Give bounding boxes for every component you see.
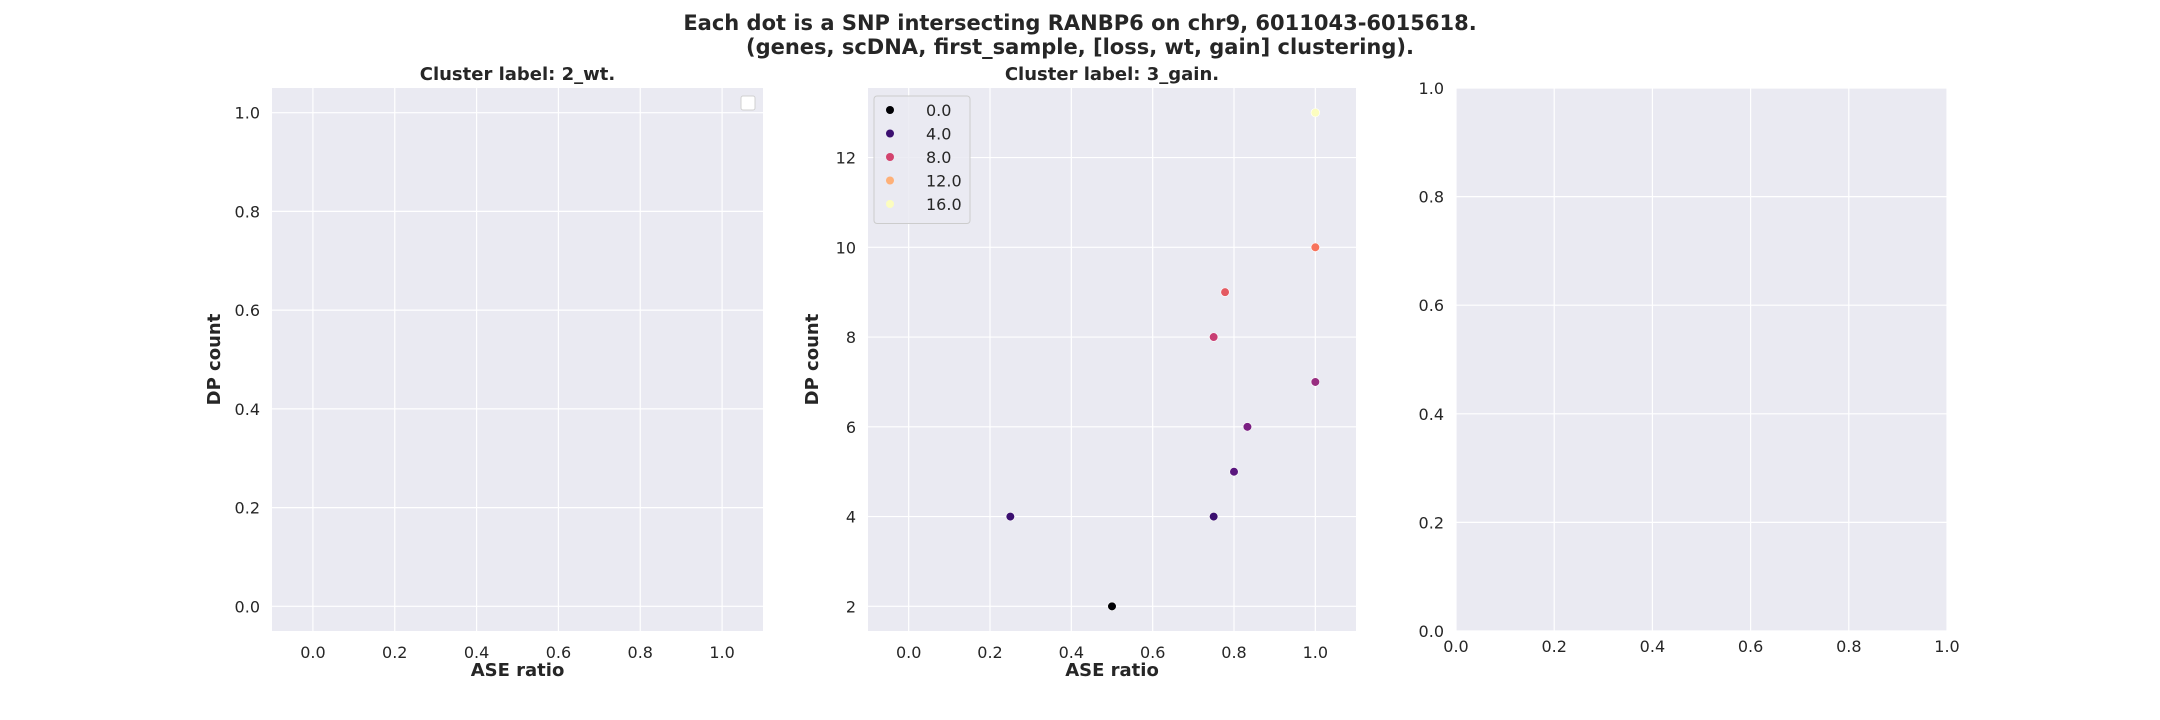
subplot-title: Cluster label: 3_gain. bbox=[1005, 64, 1219, 85]
x-tick-label: 0.6 bbox=[1738, 637, 1763, 656]
legend-label: 4.0 bbox=[926, 125, 951, 144]
legend-marker bbox=[886, 200, 894, 208]
legend-marker bbox=[886, 153, 894, 161]
x-tick-label: 0.2 bbox=[977, 643, 1002, 662]
subplot-3: 0.0 0.2 0.4 0.6 0.8 1.0 0.0 0.2 0.4 0.6 0.8 1.0 bbox=[1419, 79, 1960, 656]
plot-area bbox=[272, 88, 763, 631]
data-point bbox=[1107, 601, 1117, 611]
x-tick-label: 0.6 bbox=[546, 643, 571, 662]
y-tick-label: 0.0 bbox=[1419, 622, 1444, 641]
plot-area bbox=[1456, 88, 1947, 631]
y-tick-label: 10 bbox=[836, 238, 856, 257]
subplot-2: 0.0 0.2 0.4 0.6 0.8 1.0 2 4 6 8 10 12 Cluster label:… bbox=[802, 64, 1356, 681]
legend-marker bbox=[886, 129, 894, 138]
y-tick-label: 0.6 bbox=[1419, 296, 1444, 315]
data-point bbox=[1209, 332, 1219, 342]
x-tick-label: 0.2 bbox=[1541, 637, 1566, 656]
data-point bbox=[1242, 422, 1253, 432]
subplot-1: 0.0 0.2 0.4 0.6 0.8 1.0 0.0 0.2 0.4 0.6 0.8 1.0 Clus… bbox=[204, 64, 763, 681]
x-tick-label: 0.8 bbox=[1221, 643, 1246, 662]
figure-title-line2: (genes, scDNA, first_sample, [loss, wt, … bbox=[746, 35, 1414, 59]
data-point bbox=[1229, 467, 1239, 477]
legend-box bbox=[873, 95, 971, 224]
y-tick-label: 1.0 bbox=[1419, 79, 1444, 98]
x-tick-label: 0.0 bbox=[300, 643, 325, 662]
y-tick-label: 4 bbox=[846, 508, 856, 527]
x-axis-label: ASE ratio bbox=[1065, 660, 1159, 681]
legend-label: 16.0 bbox=[926, 195, 962, 214]
x-tick-label: 0.4 bbox=[1059, 643, 1084, 662]
legend-label: 0.0 bbox=[926, 101, 951, 120]
y-tick-label: 0.2 bbox=[1419, 513, 1444, 532]
legend-label: 8.0 bbox=[926, 148, 951, 167]
x-tick-label: 0.8 bbox=[628, 643, 653, 662]
legend-marker bbox=[886, 106, 894, 114]
x-tick-label: 0.2 bbox=[382, 643, 407, 662]
y-tick-label: 8 bbox=[846, 328, 856, 347]
y-tick-label: 0.6 bbox=[235, 301, 260, 320]
y-tick-label: 2 bbox=[846, 597, 856, 616]
x-tick-label: 0.8 bbox=[1836, 637, 1861, 656]
y-tick-label: 0.4 bbox=[1419, 405, 1444, 424]
x-axis-label: ASE ratio bbox=[471, 660, 565, 681]
y-tick-label: 1.0 bbox=[235, 104, 260, 123]
y-tick-label: 0.8 bbox=[1419, 188, 1444, 207]
y-axis-label: DP count bbox=[204, 313, 225, 405]
y-tick-label: 6 bbox=[846, 418, 856, 437]
data-point bbox=[1310, 377, 1320, 387]
figure-title-line1: Each dot is a SNP intersecting RANBP6 on… bbox=[683, 11, 1476, 35]
y-tick-label: 0.4 bbox=[235, 400, 260, 419]
x-tick-label: 0.4 bbox=[464, 643, 489, 662]
x-tick-label: 1.0 bbox=[1303, 643, 1328, 662]
x-tick-label: 0.0 bbox=[1443, 637, 1468, 656]
y-tick-label: 0.8 bbox=[235, 202, 260, 221]
legend-marker bbox=[886, 176, 894, 185]
y-axis-label: DP count bbox=[802, 313, 823, 405]
legend-box-empty bbox=[740, 95, 756, 111]
data-point bbox=[1310, 108, 1320, 118]
subplot-title: Cluster label: 2_wt. bbox=[420, 64, 616, 85]
x-tick-label: 0.4 bbox=[1640, 637, 1665, 656]
y-tick-label: 12 bbox=[836, 149, 856, 168]
x-tick-label: 0.0 bbox=[896, 643, 921, 662]
subplot-panels: 0.0 0.2 0.4 0.6 0.8 1.0 0.0 0.2 0.4 0.6 0.8 1.0 Clus… bbox=[204, 64, 1960, 681]
data-point bbox=[1005, 511, 1015, 522]
y-tick-label: 0.0 bbox=[235, 597, 260, 616]
legend-label: 12.0 bbox=[926, 172, 962, 191]
x-tick-label: 1.0 bbox=[709, 643, 734, 662]
x-tick-label: 0.6 bbox=[1140, 643, 1165, 662]
x-tick-label: 1.0 bbox=[1934, 637, 1959, 656]
data-point bbox=[1209, 511, 1219, 522]
data-point bbox=[1310, 242, 1320, 252]
y-tick-label: 0.2 bbox=[235, 499, 260, 518]
data-point bbox=[1220, 287, 1230, 297]
